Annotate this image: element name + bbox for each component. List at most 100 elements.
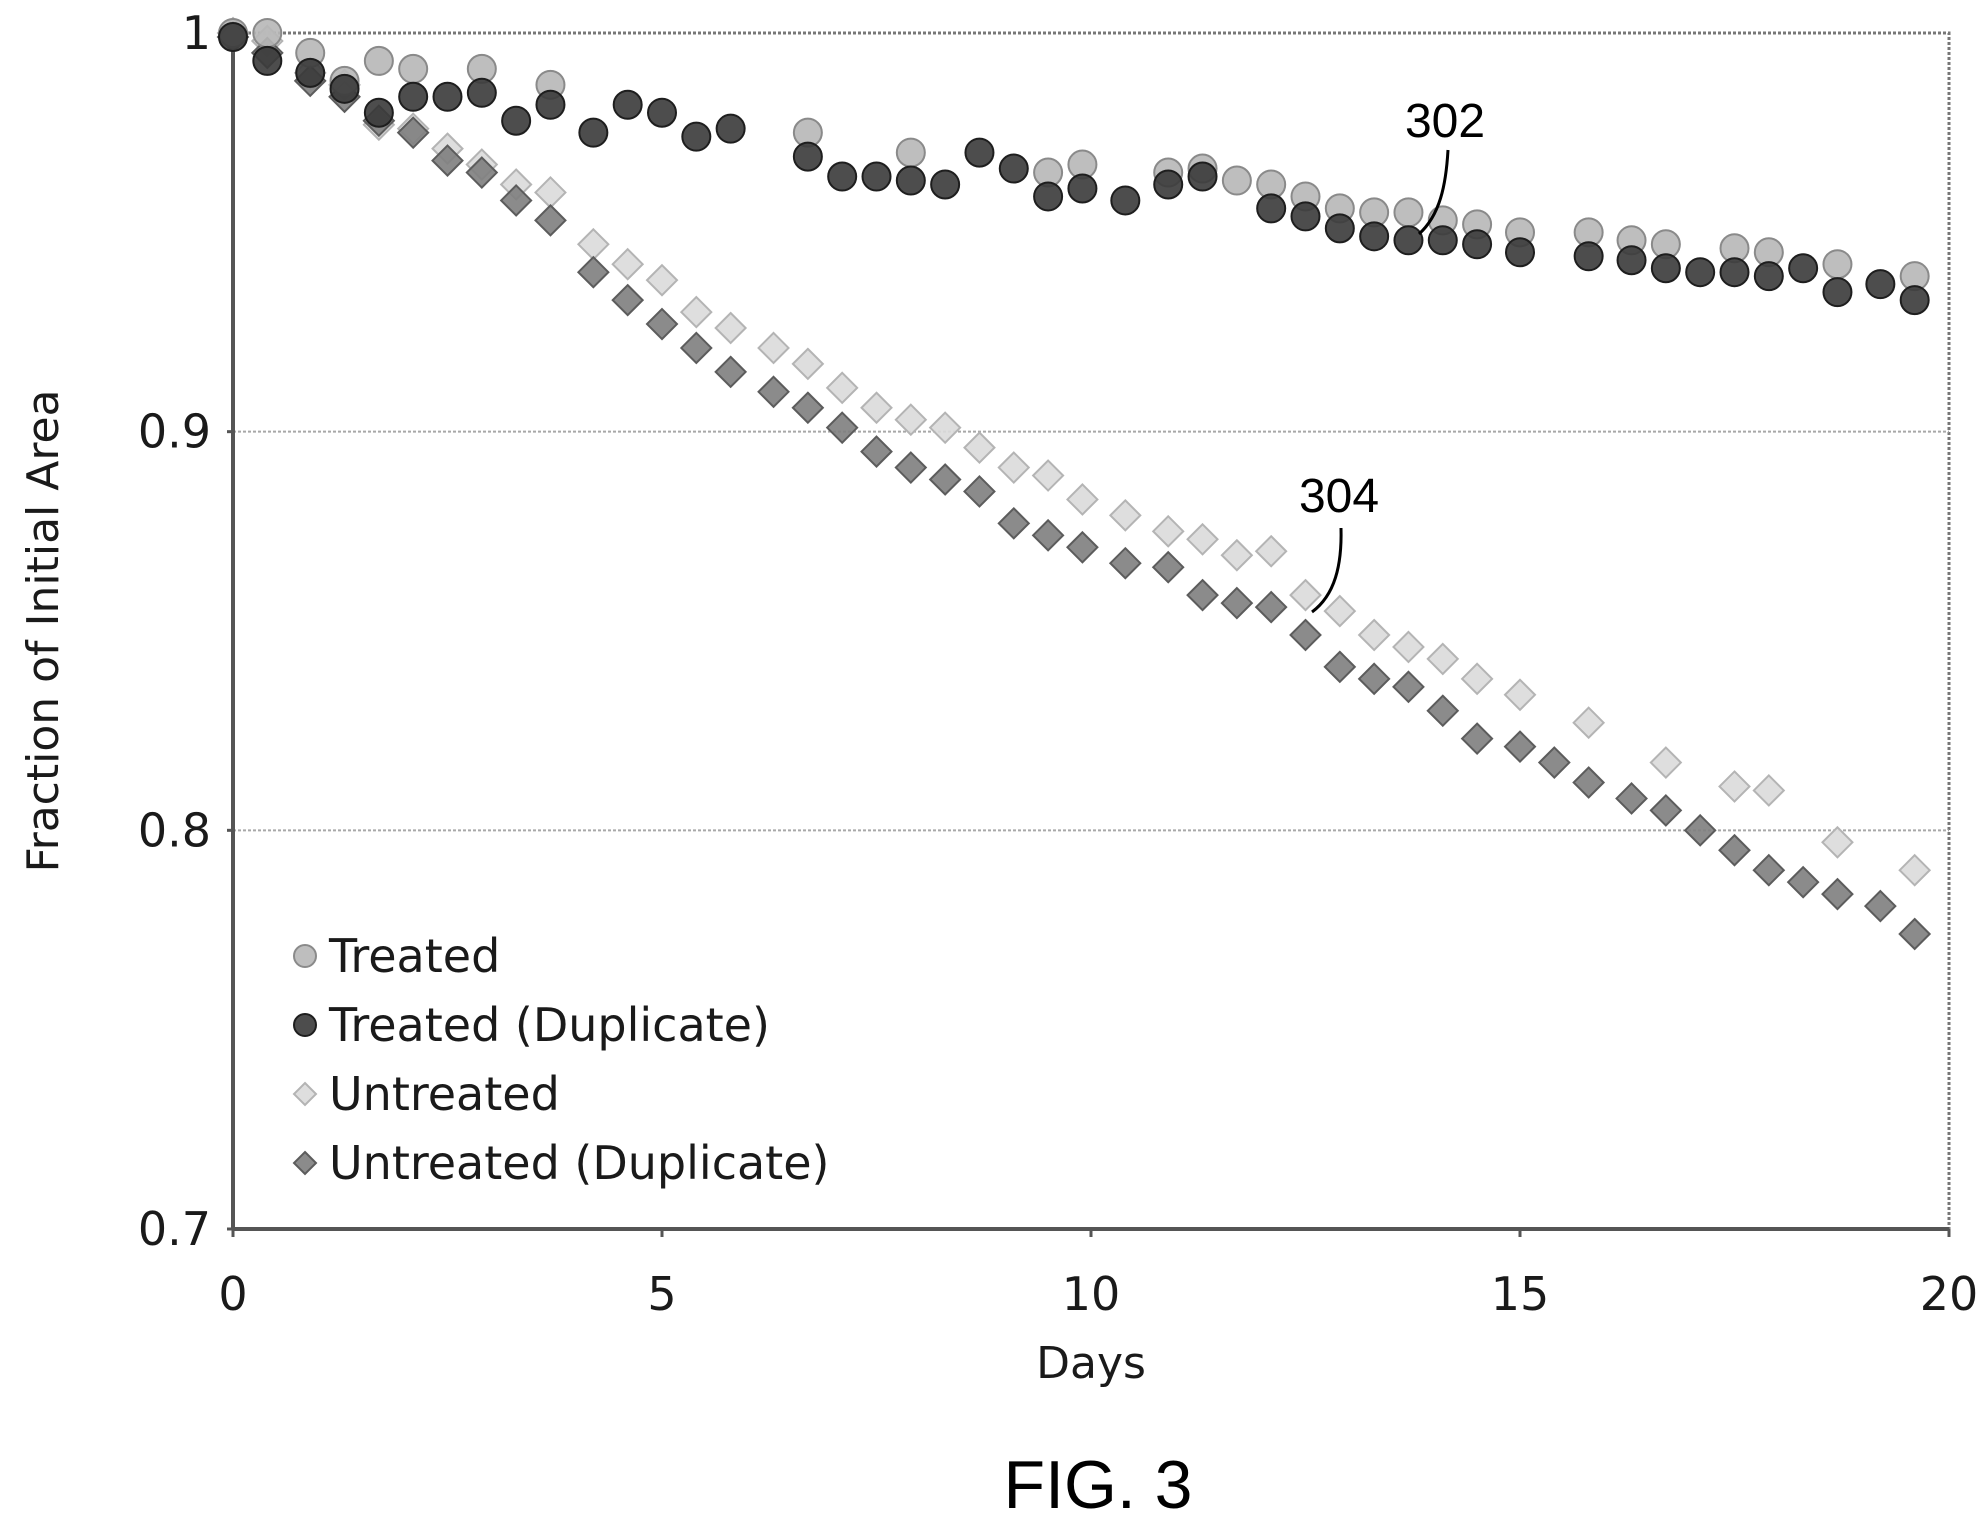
data-point bbox=[679, 331, 713, 365]
data-point bbox=[860, 435, 893, 469]
data-point bbox=[715, 113, 746, 144]
data-point bbox=[791, 347, 825, 381]
data-point bbox=[825, 411, 859, 445]
data-point bbox=[1186, 522, 1219, 556]
y-tick-label: 0.9 bbox=[138, 405, 211, 459]
data-point bbox=[1256, 193, 1287, 224]
data-point bbox=[1393, 197, 1424, 228]
plot-area: 0.70.80.910 5 10 15 20 bbox=[138, 6, 1978, 1321]
legend-entry: Treated (Duplicate) bbox=[293, 998, 770, 1052]
y-tick-label: 1 bbox=[182, 6, 211, 60]
data-point bbox=[1290, 201, 1321, 232]
reference-numeral-304: 304 bbox=[1299, 470, 1379, 614]
data-point bbox=[465, 156, 499, 189]
data-point bbox=[398, 81, 429, 112]
x-tick-label: 0 bbox=[218, 1267, 247, 1321]
data-point bbox=[894, 403, 928, 437]
data-point bbox=[1067, 173, 1098, 204]
leader-line-302 bbox=[1417, 149, 1450, 236]
series-untreated-duplicate bbox=[216, 20, 1932, 951]
data-point bbox=[499, 184, 533, 217]
data-point bbox=[1719, 257, 1750, 288]
data-point bbox=[1323, 594, 1357, 628]
data-point bbox=[827, 161, 858, 192]
data-point bbox=[1220, 538, 1254, 572]
data-point bbox=[757, 375, 790, 409]
legend-label: Treated (Duplicate) bbox=[328, 998, 770, 1052]
data-point bbox=[679, 295, 713, 329]
data-point bbox=[964, 137, 995, 168]
data-point bbox=[1151, 550, 1185, 584]
data-point bbox=[1031, 518, 1065, 552]
data-point bbox=[576, 227, 610, 261]
y-tick-label: 0.8 bbox=[138, 803, 211, 857]
data-point bbox=[757, 331, 790, 365]
data-point bbox=[1357, 662, 1391, 696]
data-point bbox=[1822, 277, 1853, 308]
series-untreated bbox=[216, 16, 1932, 887]
legend-marker bbox=[293, 1013, 317, 1037]
data-marks bbox=[216, 16, 1932, 951]
data-point bbox=[928, 463, 962, 496]
x-tick-label: 5 bbox=[647, 1267, 676, 1321]
data-point bbox=[1031, 459, 1065, 492]
annotation-302: 302 bbox=[1405, 95, 1485, 148]
data-point bbox=[1186, 578, 1219, 612]
data-point bbox=[1460, 662, 1494, 696]
data-point bbox=[963, 475, 996, 508]
data-point bbox=[501, 105, 532, 136]
data-point bbox=[645, 307, 679, 341]
data-point bbox=[1683, 813, 1717, 847]
data-point bbox=[578, 117, 609, 148]
data-point bbox=[398, 53, 429, 84]
data-point bbox=[1505, 237, 1535, 268]
data-point bbox=[1187, 161, 1218, 192]
legend-entry: Untreated (Duplicate) bbox=[292, 1136, 829, 1190]
data-point bbox=[1108, 498, 1142, 532]
data-point bbox=[1685, 257, 1716, 288]
data-point bbox=[895, 137, 926, 168]
data-point bbox=[535, 89, 566, 120]
reference-numeral-302: 302 bbox=[1405, 95, 1485, 236]
data-point bbox=[1649, 746, 1683, 779]
data-point bbox=[791, 391, 825, 425]
data-point bbox=[1863, 889, 1897, 923]
legend-label: Untreated (Duplicate) bbox=[329, 1136, 829, 1190]
data-point bbox=[363, 45, 394, 76]
data-point bbox=[431, 144, 464, 177]
data-point bbox=[1289, 618, 1322, 652]
data-point bbox=[1718, 770, 1751, 803]
x-tick-label: 10 bbox=[1062, 1267, 1121, 1321]
data-point bbox=[1786, 865, 1820, 899]
data-point bbox=[1392, 630, 1425, 664]
data-point bbox=[1392, 670, 1425, 704]
data-point bbox=[1066, 483, 1099, 516]
data-point bbox=[1649, 793, 1683, 827]
data-point bbox=[1898, 917, 1932, 951]
data-point bbox=[1359, 221, 1390, 252]
data-point bbox=[997, 451, 1031, 484]
data-point bbox=[329, 73, 360, 104]
data-point bbox=[1108, 546, 1142, 580]
x-axis-title: Days bbox=[1036, 1338, 1146, 1389]
data-point bbox=[432, 81, 463, 112]
data-point bbox=[534, 176, 567, 209]
data-point bbox=[1289, 578, 1322, 612]
data-point bbox=[1573, 241, 1604, 272]
data-point bbox=[1821, 877, 1854, 911]
data-point bbox=[295, 57, 326, 88]
data-point bbox=[1752, 853, 1786, 887]
data-point bbox=[1615, 782, 1648, 815]
legend-marker bbox=[293, 944, 317, 968]
data-point bbox=[1537, 746, 1571, 779]
data-point bbox=[1393, 225, 1424, 256]
series-treated-duplicate bbox=[218, 21, 1930, 316]
x-tick-label: 15 bbox=[1491, 1267, 1550, 1321]
data-point bbox=[1460, 722, 1494, 756]
data-point bbox=[1221, 165, 1252, 196]
data-point bbox=[1066, 530, 1099, 564]
data-point bbox=[930, 169, 961, 200]
y-axis-title: Fraction of Initial Area bbox=[18, 389, 69, 872]
data-point bbox=[1324, 213, 1355, 244]
x-tick-label: 20 bbox=[1920, 1267, 1979, 1321]
